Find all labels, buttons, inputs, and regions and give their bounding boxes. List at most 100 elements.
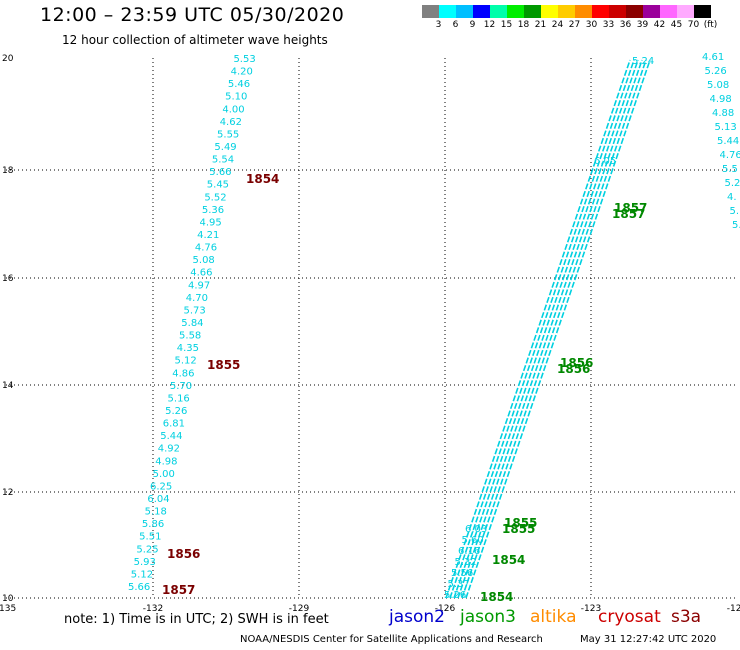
swh-value: 5.12 xyxy=(131,569,153,580)
swh-value: 4.21 xyxy=(197,230,219,241)
swh-value: 4.35 xyxy=(177,343,199,354)
scale-label: 6 xyxy=(452,20,459,30)
scale-swatch xyxy=(558,5,575,18)
scale-swatch xyxy=(609,5,626,18)
scale-label: 18 xyxy=(517,20,530,30)
dense-track-line xyxy=(449,59,635,599)
scale-swatch xyxy=(541,5,558,18)
scale-swatch xyxy=(422,5,439,18)
swh-value: 5.32 xyxy=(455,557,477,568)
swh-value: 6.16 xyxy=(458,546,480,557)
swh-value: 5.56 xyxy=(451,568,473,579)
swh-value: 6.25 xyxy=(150,481,172,492)
swh-value: 4. xyxy=(727,192,737,203)
swh-value: 5.45 xyxy=(207,180,229,191)
swh-value: 5.37 xyxy=(448,579,470,590)
swh-value: 5.54 xyxy=(212,155,234,166)
swh-value: 5.44 xyxy=(160,431,182,442)
swh-value: 5.10 xyxy=(225,92,247,103)
swh-value: 4.92 xyxy=(158,444,180,455)
scale-swatch xyxy=(677,5,694,18)
lat-tick-label: 14 xyxy=(2,381,14,391)
map-grid xyxy=(6,58,737,599)
lat-tick-label: 20 xyxy=(2,54,14,64)
pass-time-label: 1855 xyxy=(502,522,535,536)
pass-time-label: 1854 xyxy=(492,553,525,567)
scale-label: 15 xyxy=(500,20,513,30)
map-title: 12:00 – 23:59 UTC 05/30/2020 xyxy=(40,4,345,26)
lon-tick-label: -126 xyxy=(435,604,456,614)
lat-tick-label: 12 xyxy=(2,488,13,498)
swh-value: 5.26 xyxy=(444,590,466,601)
scale-label: 45 xyxy=(670,20,683,30)
dense-track-line xyxy=(461,59,647,599)
scale-swatch xyxy=(660,5,677,18)
pass-time-label: 1856 xyxy=(560,356,593,370)
dense-track-line xyxy=(445,59,631,599)
swh-value: 5.66 xyxy=(209,167,231,178)
dense-track-line xyxy=(453,59,639,599)
swh-value: 5.24 xyxy=(632,56,654,67)
lon-tick-label: -120 xyxy=(727,604,740,614)
lon-tick-label: -123 xyxy=(581,604,601,614)
scale-label: 12 xyxy=(483,20,496,30)
satellite-altika: altika xyxy=(530,607,577,627)
swh-value: 5.00 xyxy=(153,469,175,480)
lon-tick-label: -132 xyxy=(143,604,163,614)
scale-swatch xyxy=(694,5,711,18)
satellite-s3a: s3a xyxy=(671,607,702,627)
pass-time-label: 1856 xyxy=(167,547,200,561)
lon-tick-label: -135 xyxy=(0,604,16,614)
swh-value: 5.26 xyxy=(705,66,727,77)
satellite-cryosat: cryosat xyxy=(598,607,661,627)
swh-value: 6.81 xyxy=(163,419,185,430)
swh-value: 5.93 xyxy=(134,557,156,568)
scale-label: 21 xyxy=(534,20,547,30)
axis-ticks: -135 -132 -129 -126 -123 -120 10 12 14 16 18 20 xyxy=(0,54,740,614)
dense-track-band xyxy=(445,59,651,599)
color-scale-swatches xyxy=(422,5,719,18)
altimeter-tracks: 5.665.125.935.255.515.865.186.046.255.00… xyxy=(128,52,740,604)
swh-value: 5.49 xyxy=(214,142,236,153)
pass-time-label: 1857 xyxy=(162,583,195,597)
swh-value: 5.13 xyxy=(715,122,737,133)
swh-value: 5. xyxy=(732,220,740,231)
scale-swatch xyxy=(524,5,541,18)
swh-value: 5.12 xyxy=(175,356,197,367)
map-subtitle: 12 hour collection of altimeter wave hei… xyxy=(62,33,328,47)
scale-label: 30 xyxy=(585,20,598,30)
pass-time-label: 1857 xyxy=(612,207,645,221)
scale-swatch xyxy=(575,5,592,18)
swh-value: 5.46 xyxy=(228,79,250,90)
units-note: note: 1) Time is in UTC; 2) SWH is in fe… xyxy=(64,612,329,627)
swh-value: 5.5 xyxy=(722,164,738,175)
pass-time-label: 1855 xyxy=(504,516,537,530)
swh-value: 4.66 xyxy=(190,268,212,279)
scale-swatch xyxy=(439,5,456,18)
scale-swatch xyxy=(643,5,660,18)
satellite-jason3: jason3 xyxy=(460,607,516,627)
swh-value: 4.86 xyxy=(172,368,194,379)
swh-value: 4.98 xyxy=(155,456,177,467)
swh-value: 4.61 xyxy=(702,52,724,63)
pass-time-label: 1856 xyxy=(557,362,590,376)
pass-time-label: 1854 xyxy=(480,590,513,604)
color-scale-labels: 3 6 9 12 15 18 21 24 27 30 33 36 39 42 45 70 (ft) xyxy=(430,18,719,30)
swh-value: 4.70 xyxy=(186,293,208,304)
lat-tick-label: 16 xyxy=(2,274,14,284)
pass-time-label: 1854 xyxy=(246,172,279,186)
swh-value: 5.60 xyxy=(462,535,484,546)
scale-label: 70 xyxy=(687,20,700,30)
scale-label: 24 xyxy=(551,20,564,30)
swh-value: 5.18 xyxy=(145,507,167,518)
scale-label: 42 xyxy=(653,20,666,30)
swh-value: 6.03 xyxy=(465,524,487,535)
scale-swatch xyxy=(592,5,609,18)
scale-label: 3 xyxy=(435,20,442,30)
swh-value: 4.95 xyxy=(200,217,222,228)
swh-value: 6.05 xyxy=(594,156,616,167)
swh-value: 4.76 xyxy=(195,243,217,254)
swh-value: 5.53 xyxy=(233,54,255,65)
lat-tick-label: 10 xyxy=(2,594,14,604)
